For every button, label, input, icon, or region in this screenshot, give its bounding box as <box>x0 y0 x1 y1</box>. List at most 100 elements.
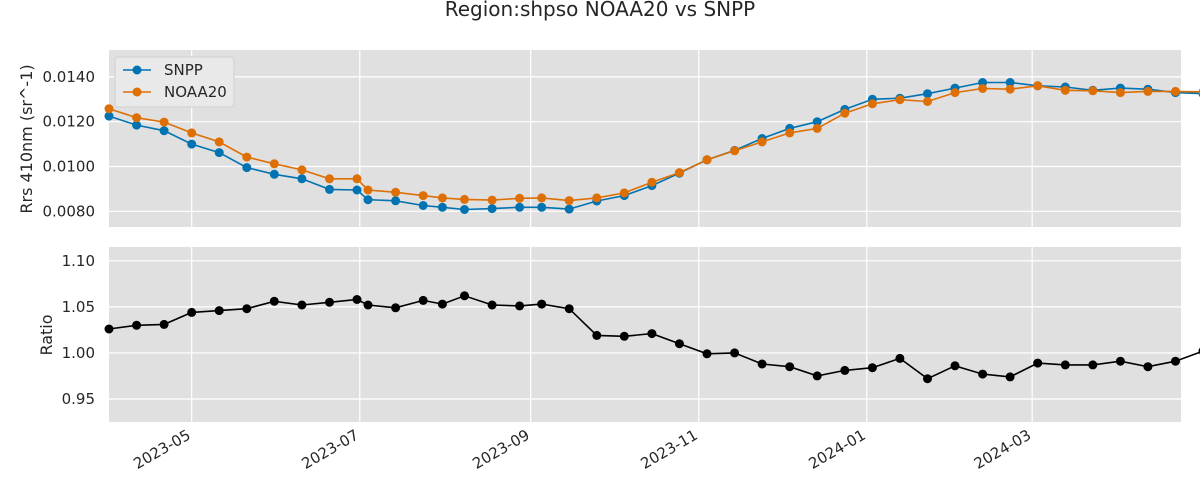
legend: SNPP NOAA20 <box>114 56 235 108</box>
noaa20-data-point <box>104 104 114 114</box>
ratio-data-point <box>269 296 279 306</box>
snpp-data-point <box>363 195 373 205</box>
noaa20-data-point <box>647 177 657 187</box>
ratio-data-point <box>537 299 547 309</box>
legend-noaa20-marker <box>132 87 142 97</box>
ratio-data-point <box>1171 356 1180 366</box>
legend-snpp-marker <box>132 65 142 75</box>
noaa20-data-point <box>619 188 629 198</box>
snpp-data-point <box>1005 78 1015 87</box>
ratio-data-point <box>1060 360 1070 370</box>
x-tick-label: 2024-01 <box>806 426 869 473</box>
snpp-data-point <box>269 169 279 179</box>
ratio-data-point <box>132 320 142 330</box>
ratio-data-point <box>1005 372 1015 382</box>
ratio-data-point <box>214 306 224 316</box>
noaa20-data-point <box>214 137 224 147</box>
snpp-data-point <box>297 174 307 184</box>
legend-snpp-label: SNPP <box>164 61 203 79</box>
noaa20-data-point <box>867 99 877 109</box>
noaa20-data-point <box>592 193 602 203</box>
legend-noaa20-label: NOAA20 <box>164 83 227 101</box>
ratio-data-point <box>242 304 252 314</box>
top-y-tick-label: 0.0140 <box>43 68 96 86</box>
x-tick-label: 2023-07 <box>298 426 361 473</box>
ratio-data-point <box>840 365 850 375</box>
bottom-y-tick-label: 1.00 <box>62 344 95 362</box>
ratio-data-point <box>895 353 905 363</box>
bottom-y-tick-label: 1.05 <box>62 298 95 316</box>
snpp-data-point <box>564 204 574 214</box>
ratio-data-point <box>978 369 988 379</box>
noaa20-data-point <box>840 108 850 118</box>
noaa20-data-point <box>418 191 428 201</box>
ratio-data-point <box>104 324 114 334</box>
noaa20-data-point <box>1033 81 1043 91</box>
noaa20-data-point <box>132 113 142 123</box>
ratio-data-point <box>487 300 497 310</box>
ratio-data-point <box>702 349 712 359</box>
noaa20-data-point <box>352 174 362 184</box>
ratio-data-point <box>352 295 362 304</box>
noaa20-data-point <box>1143 86 1153 96</box>
ratio-data-point <box>515 301 525 311</box>
x-tick-labels: 2023-05 2023-07 2023-09 2023-11 2024-01 2024-… <box>130 426 1034 473</box>
snpp-data-point <box>537 202 547 212</box>
top-panel-background <box>109 50 1181 227</box>
snpp-data-point <box>325 184 334 194</box>
ratio-data-point <box>460 291 469 301</box>
ratio-data-point <box>325 297 334 307</box>
bottom-panel: 0.95 1.00 1.05 1.10 Ratio <box>37 247 1200 422</box>
snpp-data-point <box>132 120 142 130</box>
noaa20-data-point <box>487 195 497 205</box>
top-y-tick-label: 0.0120 <box>43 113 96 131</box>
ratio-data-point <box>592 330 602 340</box>
ratio-data-point <box>363 300 373 310</box>
noaa20-data-point <box>1171 86 1180 96</box>
snpp-data-point <box>159 126 169 136</box>
top-y-tick-label: 0.0100 <box>43 158 96 176</box>
ratio-data-point <box>757 359 767 369</box>
x-tick-label: 2023-11 <box>637 426 700 473</box>
noaa20-data-point <box>159 117 169 127</box>
ratio-data-point <box>647 329 657 339</box>
ratio-data-point <box>418 295 428 305</box>
snpp-data-point <box>460 205 469 214</box>
chart-title: Region:shpso NOAA20 vs SNPP <box>445 0 755 21</box>
snpp-data-point <box>812 117 822 127</box>
top-y-axis-label: Rrs 410nm (sr^-1) <box>17 64 36 213</box>
noaa20-data-point <box>1088 86 1098 96</box>
snpp-data-point <box>487 204 497 214</box>
noaa20-data-point <box>242 152 252 162</box>
noaa20-data-point <box>460 194 469 204</box>
snpp-data-point <box>104 111 114 121</box>
noaa20-data-point <box>437 193 447 203</box>
top-y-tick-label: 0.0080 <box>43 202 96 220</box>
snpp-data-point <box>242 163 252 173</box>
noaa20-data-point <box>785 128 795 138</box>
noaa20-data-point <box>1115 88 1125 98</box>
ratio-data-point <box>1033 358 1043 368</box>
ratio-data-point <box>1143 362 1153 372</box>
noaa20-data-point <box>702 155 712 165</box>
noaa20-data-point <box>950 88 960 98</box>
ratio-data-point <box>159 319 169 329</box>
top-series <box>104 78 1200 214</box>
ratio-data-point <box>619 331 629 341</box>
snpp-data-point <box>418 201 428 210</box>
top-y-tick-labels: 0.0080 0.0100 0.0120 0.0140 <box>43 68 96 220</box>
noaa20-data-point <box>269 159 279 169</box>
snpp-data-point <box>923 89 932 99</box>
noaa20-data-point <box>187 128 197 138</box>
ratio-data-point <box>785 362 795 372</box>
noaa20-data-point <box>895 95 905 105</box>
snpp-data-point <box>187 139 197 149</box>
noaa20-data-point <box>978 84 988 93</box>
snpp-data-point <box>515 202 525 212</box>
ratio-data-point <box>812 371 822 381</box>
ratio-data-point <box>1088 360 1098 370</box>
ratio-data-point <box>867 363 877 373</box>
noaa20-data-point <box>537 193 547 203</box>
bottom-y-tick-label: 0.95 <box>62 390 95 408</box>
